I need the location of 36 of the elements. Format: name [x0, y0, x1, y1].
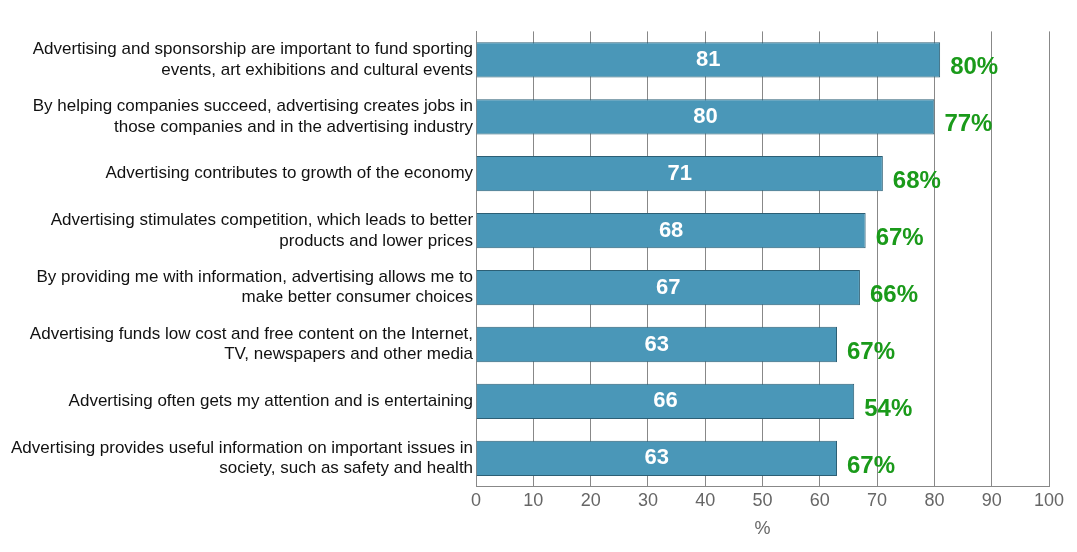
x-tick-label: 30	[637, 489, 658, 510]
x-axis-title: %	[754, 518, 771, 539]
annotation: 54%	[864, 394, 913, 422]
x-tick-label: 0	[471, 489, 482, 510]
x-tick-label: 60	[809, 489, 830, 510]
data-label: 68	[658, 216, 684, 242]
y-tick-label: Advertising contributes to growth of the economy	[105, 163, 474, 183]
x-tick-label: 50	[752, 489, 773, 510]
annotation: 77%	[944, 109, 993, 137]
annotation: 67%	[847, 450, 896, 478]
y-tick-label: Advertising stimulates competition, which leads to better products and lower prices	[50, 210, 474, 250]
x-tick-label: 80	[924, 489, 945, 510]
annotation: 66%	[869, 280, 918, 308]
y-tick-label: Advertising provides useful information on important issues in society, such as safety and health	[10, 437, 474, 478]
x-tick-label: 90	[981, 489, 1002, 510]
y-tick-label: By providing me with information, advertising allows me to make better consumer choices	[36, 267, 474, 307]
x-tick-label: 70	[867, 489, 888, 510]
data-label: 63	[644, 330, 670, 356]
data-label: 67	[656, 273, 681, 299]
y-tick-label: By helping companies succeed, advertising creates jobs in those companies and in the advertising industry	[32, 96, 474, 136]
y-tick-label: Advertising often gets my attention and is entertaining	[68, 391, 474, 411]
y-tick-label: Advertising funds low cost and free content on the Internet, TV, newspapers and other media	[29, 323, 474, 364]
annotation: 68%	[892, 166, 941, 194]
data-label: 71	[667, 159, 692, 185]
data-label: 66	[653, 387, 678, 413]
annotation: 67%	[875, 223, 924, 251]
annotation: 80%	[950, 52, 999, 80]
annotation: 67%	[847, 337, 896, 365]
x-tick-label: 10	[523, 489, 544, 510]
data-label: 63	[644, 444, 670, 470]
x-tick-label: 20	[580, 489, 601, 510]
data-label: 81	[696, 45, 721, 71]
x-tick-label: 100	[1033, 489, 1065, 510]
y-tick-label: Advertising and sponsorship are important to fund sporting events, art exhibitions and cultural events	[32, 39, 474, 79]
x-tick-label: 40	[695, 489, 716, 510]
data-label: 80	[693, 102, 718, 128]
